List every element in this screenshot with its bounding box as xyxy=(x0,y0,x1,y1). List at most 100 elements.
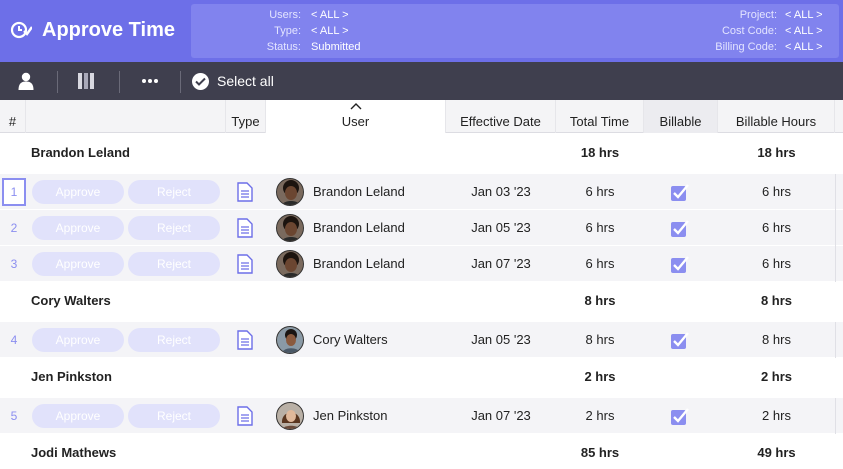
approve-button[interactable]: Approve xyxy=(32,180,124,204)
column-header-total-time[interactable]: Total Time xyxy=(556,100,644,133)
approve-button[interactable]: Approve xyxy=(32,328,124,352)
reject-button[interactable]: Reject xyxy=(128,404,220,428)
checkbox-checked-icon[interactable] xyxy=(670,331,689,350)
effective-date: Jan 07 '23 xyxy=(471,408,531,423)
clock-check-icon xyxy=(10,21,32,39)
row-number[interactable]: 4 xyxy=(10,333,18,347)
avatar xyxy=(276,250,304,278)
total-time: 8 hrs xyxy=(585,332,615,347)
table-row[interactable]: 2 Approve Reject Brandon Leland Jan 05 '… xyxy=(0,210,843,246)
document-icon[interactable] xyxy=(237,330,253,350)
total-time: 6 hrs xyxy=(585,184,615,199)
checkbox-checked-icon[interactable] xyxy=(670,219,689,238)
filter-users-value: < ALL > xyxy=(311,9,349,21)
column-header-billable-hours[interactable]: Billable Hours xyxy=(718,100,835,133)
document-icon[interactable] xyxy=(237,218,253,238)
app-title: Approve Time xyxy=(10,14,175,46)
toolbar-separator xyxy=(57,71,58,93)
table-row[interactable]: 5 Approve Reject Jen Pinkston Jan 07 '23… xyxy=(0,398,843,434)
filter-users[interactable]: Users: < ALL > xyxy=(191,8,491,22)
group-row[interactable]: Cory Walters 8 hrs 8 hrs xyxy=(0,282,843,320)
column-header-billable[interactable]: Billable xyxy=(644,100,718,133)
filter-billing-code-value: < ALL > xyxy=(785,41,823,53)
approve-button[interactable]: Approve xyxy=(32,252,124,276)
columns-icon xyxy=(78,73,94,89)
group-name: Brandon Leland xyxy=(31,145,130,160)
filter-status-value: Submitted xyxy=(311,41,361,53)
effective-date: Jan 03 '23 xyxy=(471,184,531,199)
reject-button[interactable]: Reject xyxy=(128,180,220,204)
group-total-time: 18 hrs xyxy=(580,145,620,160)
billable-hours: 6 hrs xyxy=(762,220,791,235)
group-row[interactable]: Brandon Leland 18 hrs 18 hrs xyxy=(0,134,843,172)
column-divider xyxy=(835,210,836,246)
column-header-actions xyxy=(26,100,226,133)
group-name: Jen Pinkston xyxy=(31,369,112,384)
more-button[interactable] xyxy=(134,62,166,100)
avatar xyxy=(276,214,304,242)
column-header-type[interactable]: Type xyxy=(226,100,266,133)
group-row[interactable]: Jen Pinkston 2 hrs 2 hrs xyxy=(0,358,843,396)
filter-type[interactable]: Type: < ALL > xyxy=(191,24,491,38)
billable-hours: 6 hrs xyxy=(762,184,791,199)
user-name: Brandon Leland xyxy=(313,220,405,235)
row-number[interactable]: 3 xyxy=(10,257,18,271)
filter-billing-code[interactable]: Billing Code: < ALL > xyxy=(611,40,839,54)
filter-cost-code[interactable]: Cost Code: < ALL > xyxy=(611,24,839,38)
column-divider xyxy=(835,174,836,210)
group-billable-hours: 8 hrs xyxy=(760,293,793,308)
checkbox-checked-icon[interactable] xyxy=(670,255,689,274)
avatar xyxy=(276,178,304,206)
columns-button[interactable] xyxy=(70,62,102,100)
reject-button[interactable]: Reject xyxy=(128,252,220,276)
document-icon[interactable] xyxy=(237,406,253,426)
table-header: # Type User Effective Date Total Time Bi… xyxy=(0,100,843,133)
billable-hours: 8 hrs xyxy=(762,332,791,347)
column-header-number[interactable]: # xyxy=(0,100,26,133)
user-filter-button[interactable] xyxy=(10,62,42,100)
document-icon[interactable] xyxy=(237,182,253,202)
checkbox-checked-icon[interactable] xyxy=(670,407,689,426)
filter-project-label: Project: xyxy=(739,9,777,21)
reject-button[interactable]: Reject xyxy=(128,216,220,240)
select-all-button[interactable]: Select all xyxy=(192,62,274,100)
table-row[interactable]: 3 Approve Reject Brandon Leland Jan 07 '… xyxy=(0,246,843,282)
document-icon[interactable] xyxy=(237,254,253,274)
filter-summary[interactable]: Users: < ALL > Type: < ALL > Status: Sub… xyxy=(191,4,839,58)
reject-button[interactable]: Reject xyxy=(128,328,220,352)
filter-type-value: < ALL > xyxy=(311,25,349,37)
filter-users-label: Users: xyxy=(269,9,301,21)
approve-button[interactable]: Approve xyxy=(32,404,124,428)
filter-project[interactable]: Project: < ALL > xyxy=(611,8,839,22)
group-billable-hours: 18 hrs xyxy=(757,145,796,160)
toolbar-separator xyxy=(119,71,120,93)
toolbar-separator xyxy=(180,71,181,93)
table-row[interactable]: 1 Approve Reject Brandon Leland Jan 03 '… xyxy=(0,174,843,210)
filter-status[interactable]: Status: Submitted xyxy=(191,40,491,54)
check-circle-icon xyxy=(192,72,209,90)
filter-project-value: < ALL > xyxy=(785,9,823,21)
row-number[interactable]: 5 xyxy=(10,409,18,423)
checkbox-checked-icon[interactable] xyxy=(670,183,689,202)
column-divider xyxy=(835,398,836,434)
group-row[interactable]: Jodi Mathews 85 hrs 49 hrs xyxy=(0,434,843,469)
row-number[interactable]: 1 xyxy=(2,178,26,206)
sort-up-icon xyxy=(350,103,361,110)
filter-type-label: Type: xyxy=(274,25,301,37)
filter-billing-code-label: Billing Code: xyxy=(715,41,777,53)
user-name: Brandon Leland xyxy=(313,256,405,271)
table-row[interactable]: 4 Approve Reject Cory Walters Jan 05 '23… xyxy=(0,322,843,358)
total-time: 6 hrs xyxy=(585,256,615,271)
filter-cost-code-value: < ALL > xyxy=(785,25,823,37)
total-time: 2 hrs xyxy=(585,408,615,423)
column-divider xyxy=(835,322,836,358)
billable-hours: 6 hrs xyxy=(762,256,791,271)
more-icon xyxy=(142,79,158,83)
approve-button[interactable]: Approve xyxy=(32,216,124,240)
row-number[interactable]: 2 xyxy=(10,221,18,235)
group-billable-hours: 2 hrs xyxy=(760,369,793,384)
app-header: Approve Time Users: < ALL > Type: < ALL … xyxy=(0,0,843,62)
column-header-effective-date[interactable]: Effective Date xyxy=(446,100,556,133)
avatar xyxy=(276,326,304,354)
column-header-user[interactable]: User xyxy=(266,100,446,133)
